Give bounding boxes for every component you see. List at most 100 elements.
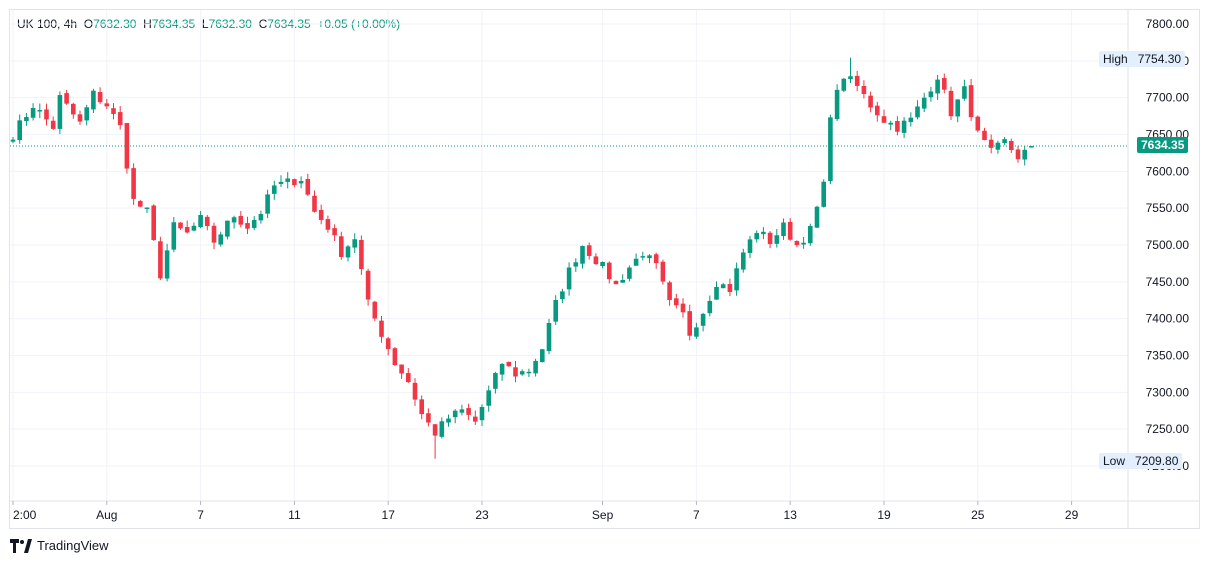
- candle-body: [225, 220, 230, 237]
- candle-body: [479, 407, 485, 421]
- price-tick-label: 7400.00: [1146, 312, 1190, 326]
- candle-body: [942, 78, 947, 90]
- candle-body: [1009, 141, 1014, 151]
- candle-body: [674, 298, 679, 306]
- candle-body: [44, 109, 49, 120]
- candle-body: [493, 373, 498, 389]
- candle-body: [754, 232, 759, 240]
- candle-body: [613, 280, 619, 285]
- candle-body: [1015, 149, 1021, 160]
- candle-body: [841, 78, 847, 91]
- price-axis[interactable]: 7800.007750.007700.007650.007600.007550.…: [1146, 17, 1190, 473]
- high-marker-value: 7754.30: [1137, 52, 1182, 66]
- candle-body: [419, 399, 424, 415]
- candle-body: [385, 338, 391, 350]
- candle-body: [680, 303, 686, 313]
- candle-body: [915, 106, 920, 118]
- candle-body: [640, 256, 646, 258]
- candle-body: [111, 108, 116, 114]
- candle-body: [814, 206, 820, 228]
- candle-body: [928, 91, 934, 98]
- candle-body: [191, 225, 197, 231]
- candle-body: [707, 300, 713, 314]
- candle-body: [828, 117, 833, 182]
- candlestick-chart[interactable]: 7800.007750.007700.007650.007600.007550.…: [10, 10, 1199, 528]
- time-tick-label: 2:00: [13, 508, 37, 522]
- price-tick-label: 7700.00: [1146, 91, 1190, 105]
- candle-body: [71, 103, 76, 115]
- candle-body: [251, 219, 257, 228]
- time-axis[interactable]: 2:00 Aug 7 11 17 23 Sep 7 13 19 25 29: [12, 501, 1079, 522]
- candle-body: [948, 90, 954, 117]
- candle-body: [439, 421, 445, 437]
- candle-body: [968, 85, 974, 118]
- candle-body: [473, 416, 478, 422]
- low-marker-value: 7209.80: [1135, 454, 1179, 468]
- price-tick-label: 7450.00: [1146, 275, 1190, 289]
- candle-body: [727, 283, 733, 292]
- candle-body: [901, 120, 907, 133]
- candle-body: [687, 311, 692, 336]
- candle-body: [808, 226, 813, 244]
- candle-body: [17, 120, 22, 141]
- candle-body: [151, 205, 156, 240]
- candle-body: [714, 286, 719, 300]
- candle-body: [238, 216, 244, 225]
- candle-body: [372, 301, 378, 319]
- candle-body: [144, 207, 150, 209]
- candle-body: [633, 258, 639, 266]
- grid-layer: [10, 10, 1128, 501]
- candle-body: [359, 239, 364, 270]
- tradingview-logo-icon: [10, 538, 32, 553]
- candle-body: [921, 97, 927, 109]
- candle-body: [292, 179, 297, 186]
- candle-body: [580, 245, 585, 264]
- candle-body: [278, 181, 284, 184]
- candle-body: [499, 363, 505, 375]
- candle-body: [506, 361, 512, 367]
- candle-layer: [10, 57, 1034, 459]
- candle-body: [432, 424, 438, 436]
- candle-body: [231, 217, 237, 223]
- high-marker: High 7754.30: [1099, 51, 1186, 67]
- candle-body: [848, 76, 853, 80]
- candle-body: [178, 222, 183, 229]
- candle-body: [781, 222, 786, 237]
- candle-body: [205, 216, 210, 227]
- time-tick-label: 19: [877, 508, 891, 522]
- candle-body: [84, 107, 89, 121]
- candle-body: [600, 261, 605, 267]
- price-tick-label: 7500.00: [1146, 238, 1190, 252]
- candle-body: [339, 236, 344, 257]
- candle-body: [218, 234, 223, 245]
- candle-body: [607, 262, 612, 280]
- candle-body: [24, 117, 29, 121]
- candle-body: [935, 79, 940, 94]
- candle-body: [406, 373, 411, 383]
- candle-body: [57, 95, 63, 129]
- candle-body: [138, 200, 143, 207]
- candle-body: [1022, 149, 1027, 160]
- candle-body: [647, 255, 652, 259]
- candle-body: [573, 262, 579, 267]
- candle-body: [526, 371, 532, 374]
- price-tick-label: 7250.00: [1146, 422, 1190, 436]
- candle-body: [298, 181, 304, 184]
- candle-body: [131, 168, 136, 199]
- candle-body: [318, 209, 324, 221]
- candle-body: [975, 116, 981, 131]
- footer[interactable]: TradingView: [10, 538, 109, 553]
- time-tick-label: 17: [382, 508, 396, 522]
- price-tick-label: 7800.00: [1146, 17, 1190, 31]
- time-tick-label: 7: [197, 508, 204, 522]
- candle-body: [399, 364, 404, 374]
- candle-body: [30, 108, 36, 118]
- candle-body: [955, 99, 960, 117]
- candle-body: [533, 360, 538, 374]
- candle-body: [747, 239, 753, 253]
- candle-body: [875, 105, 880, 116]
- brand-name: TradingView: [37, 538, 109, 553]
- candle-body: [392, 348, 398, 366]
- candle-body: [452, 410, 458, 418]
- candle-body: [741, 252, 746, 270]
